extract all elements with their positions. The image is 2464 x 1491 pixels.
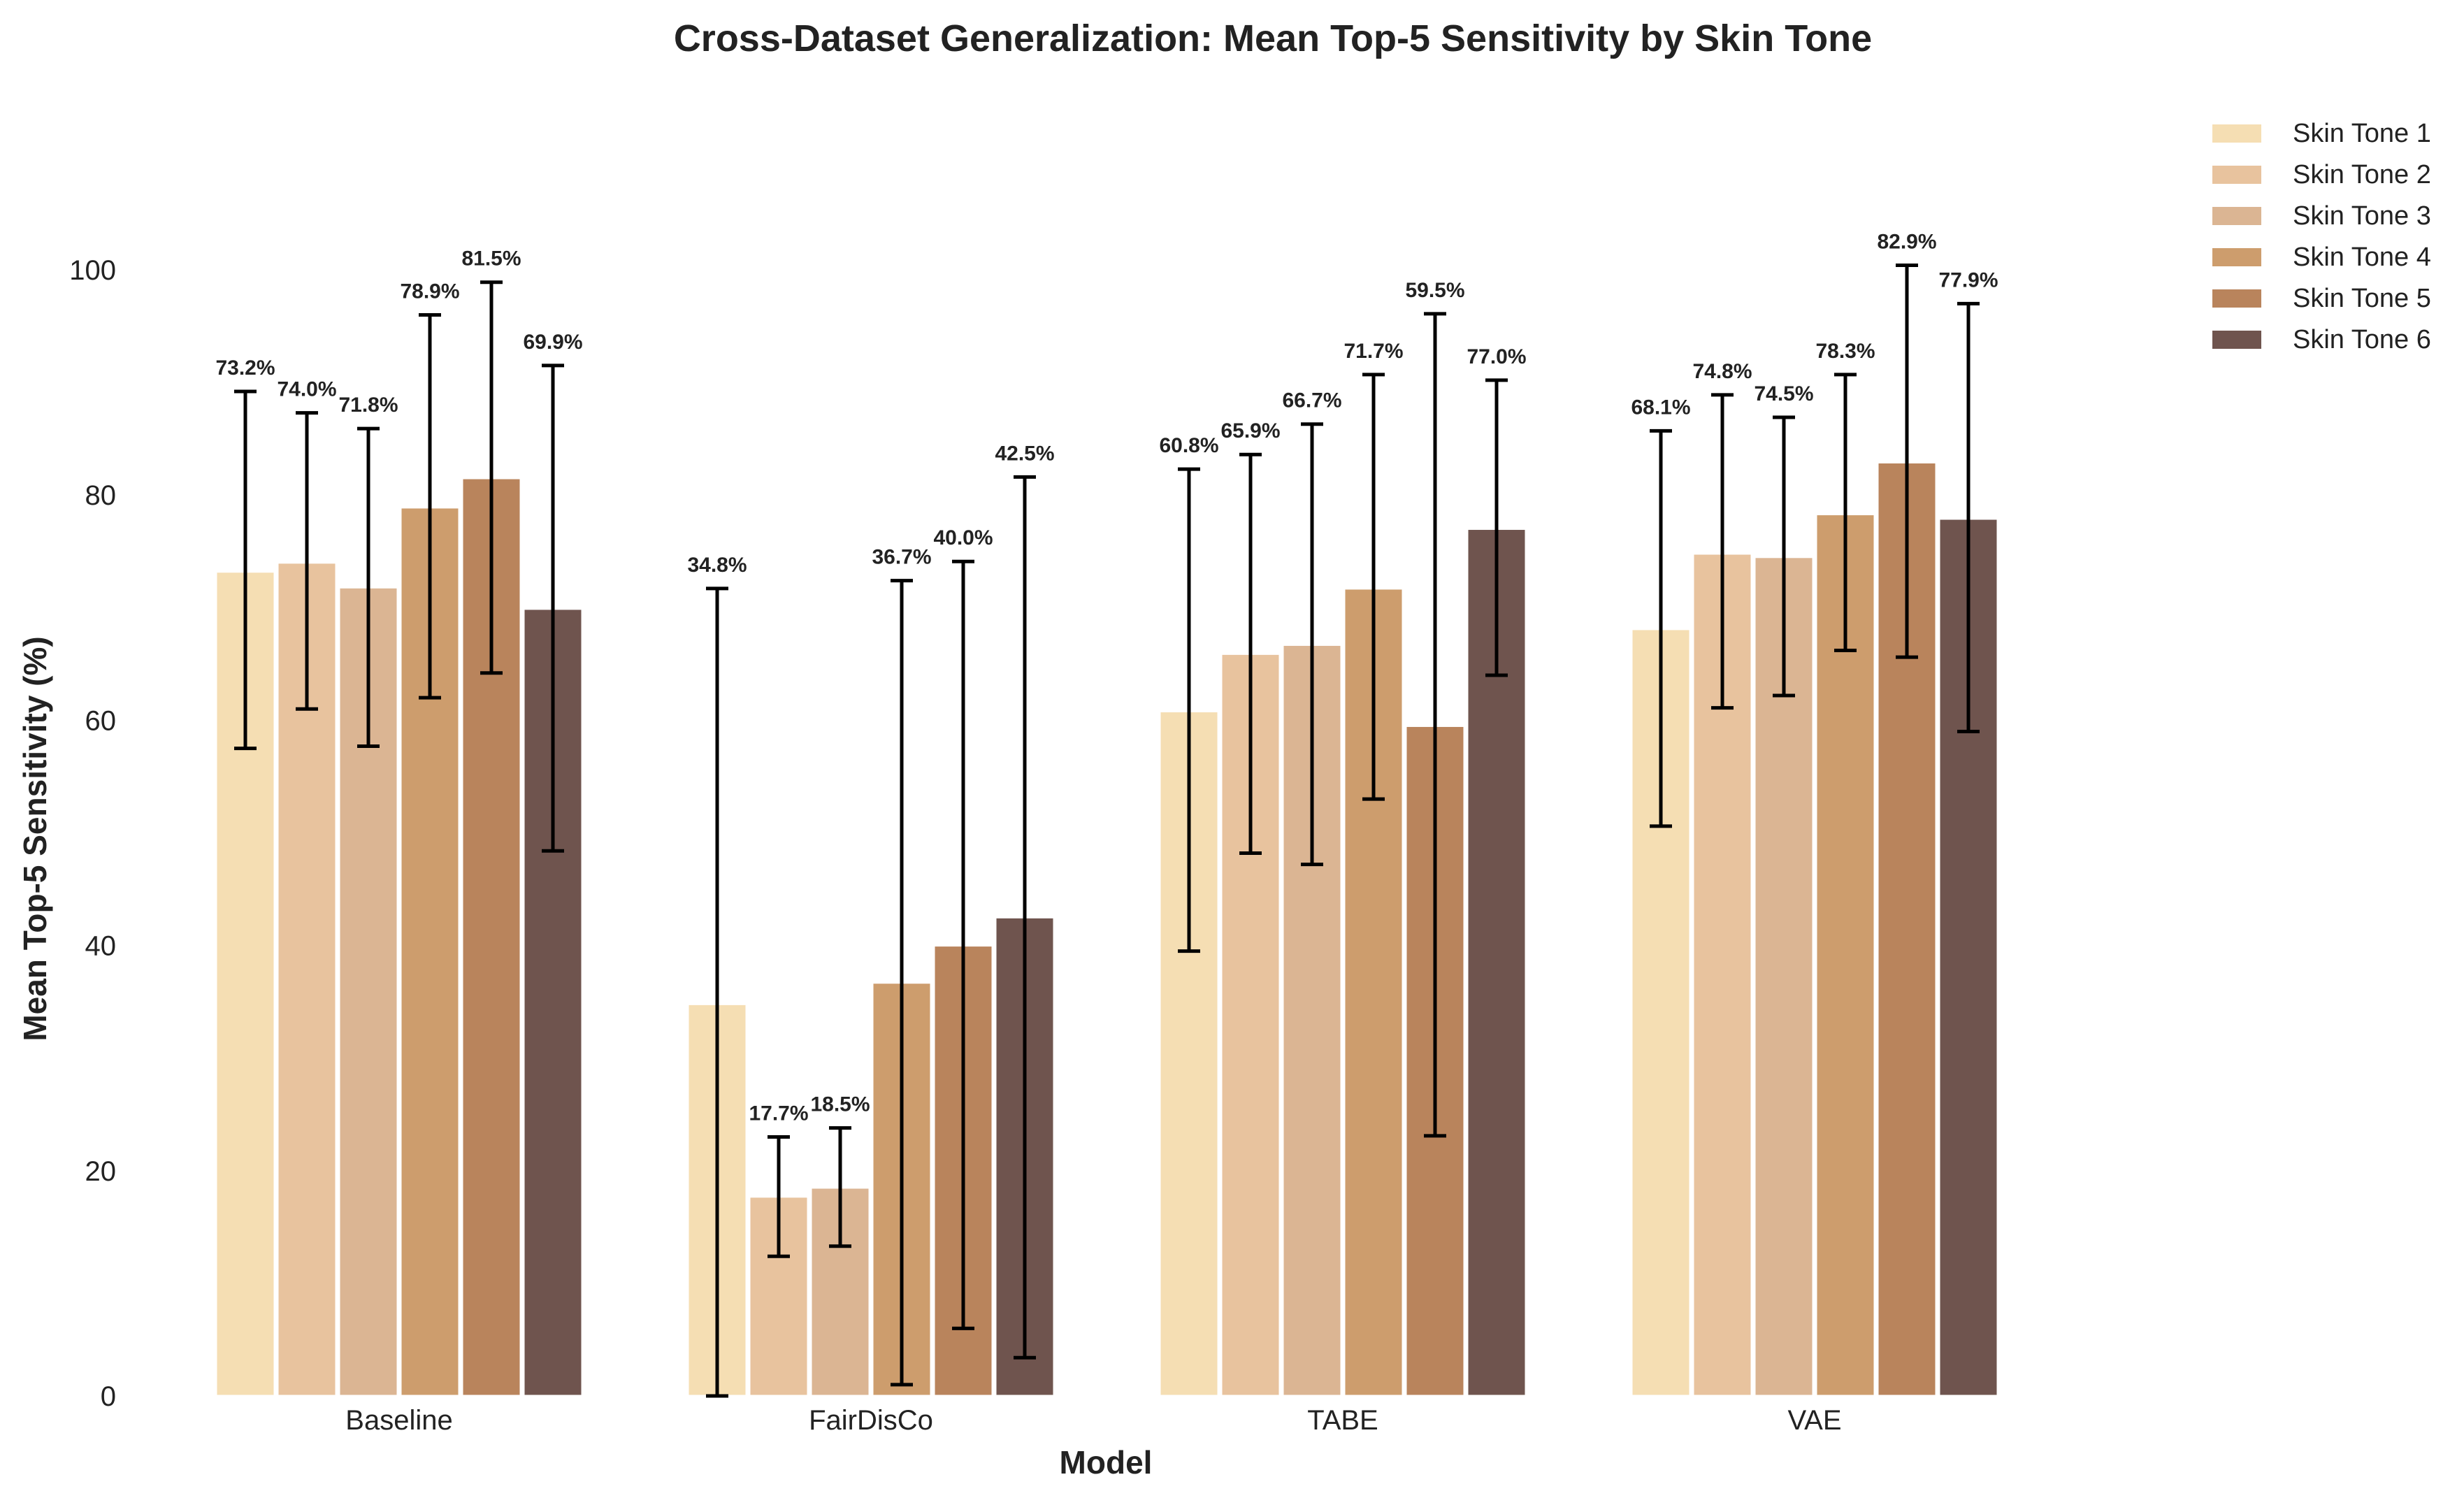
data-label: 18.5%: [810, 1093, 870, 1116]
legend-entry-label: Skin Tone 4: [2293, 243, 2431, 272]
y-tick-label: 0: [101, 1381, 116, 1412]
y-tick-label: 80: [85, 480, 117, 511]
data-label: 74.8%: [1692, 360, 1752, 383]
legend-entry-label: Skin Tone 2: [2293, 160, 2431, 189]
bar: [338, 586, 399, 1397]
legend-entry-label: Skin Tone 5: [2293, 284, 2431, 313]
data-label: 69.9%: [523, 331, 582, 354]
x-tick-label: Baseline: [345, 1405, 452, 1436]
data-label: 78.3%: [1815, 340, 1875, 363]
plot-area: 0 20 40 60 80 100 Baseline FairDisCo TABE VAE 73.2…: [69, 231, 1999, 1436]
x-tick-label: FairDisCo: [809, 1405, 933, 1436]
data-label: 77.9%: [1938, 268, 1998, 291]
chart-title: Cross-Dataset Generalization: Mean Top-5…: [674, 17, 1872, 59]
legend-swatch: [2212, 166, 2261, 184]
y-tick-label: 20: [85, 1156, 117, 1187]
legend-swatch: [2212, 331, 2261, 349]
legend-swatch: [2212, 248, 2261, 266]
legend-swatch: [2212, 289, 2261, 308]
y-tick-label: 60: [85, 705, 117, 736]
bar: [399, 506, 461, 1397]
legend-entry-label: Skin Tone 6: [2293, 325, 2431, 354]
data-label: 59.5%: [1405, 279, 1464, 302]
data-label: 71.7%: [1343, 340, 1403, 363]
data-label: 60.8%: [1159, 434, 1218, 457]
x-tick-label: TABE: [1307, 1405, 1378, 1436]
data-label: 74.0%: [277, 378, 336, 401]
bar: [276, 561, 338, 1397]
data-label: 73.2%: [215, 356, 275, 380]
data-label: 74.5%: [1754, 382, 1813, 405]
data-label: 68.1%: [1631, 396, 1690, 419]
bar: [1815, 513, 1876, 1397]
data-label: 17.7%: [749, 1102, 808, 1125]
y-tick-label: 40: [85, 931, 117, 962]
data-label: 77.0%: [1467, 345, 1526, 368]
data-label: 34.8%: [687, 554, 747, 577]
data-label: 81.5%: [461, 247, 521, 271]
data-label: 36.7%: [872, 546, 931, 569]
data-label: 66.7%: [1282, 389, 1341, 412]
x-axis-label: Model: [1060, 1444, 1153, 1481]
y-tick-label: 100: [69, 255, 116, 286]
legend: Skin Tone 1 Skin Tone 2 Skin Tone 3 Skin To…: [2212, 119, 2431, 354]
y-axis-label: Mean Top-5 Sensitivity (%): [17, 636, 53, 1041]
legend-swatch: [2212, 207, 2261, 225]
data-label: 71.8%: [338, 394, 398, 417]
data-label: 40.0%: [933, 526, 993, 549]
x-tick-label: VAE: [1787, 1405, 1841, 1436]
legend-entry-label: Skin Tone 3: [2293, 201, 2431, 231]
bar: [461, 477, 522, 1397]
data-label: 42.5%: [995, 442, 1054, 465]
data-label: 78.9%: [400, 280, 459, 303]
legend-entry-label: Skin Tone 1: [2293, 119, 2431, 148]
bar: [1630, 628, 1692, 1397]
data-label: 82.9%: [1877, 231, 1936, 254]
data-label: 65.9%: [1220, 419, 1280, 442]
legend-swatch: [2212, 124, 2261, 143]
